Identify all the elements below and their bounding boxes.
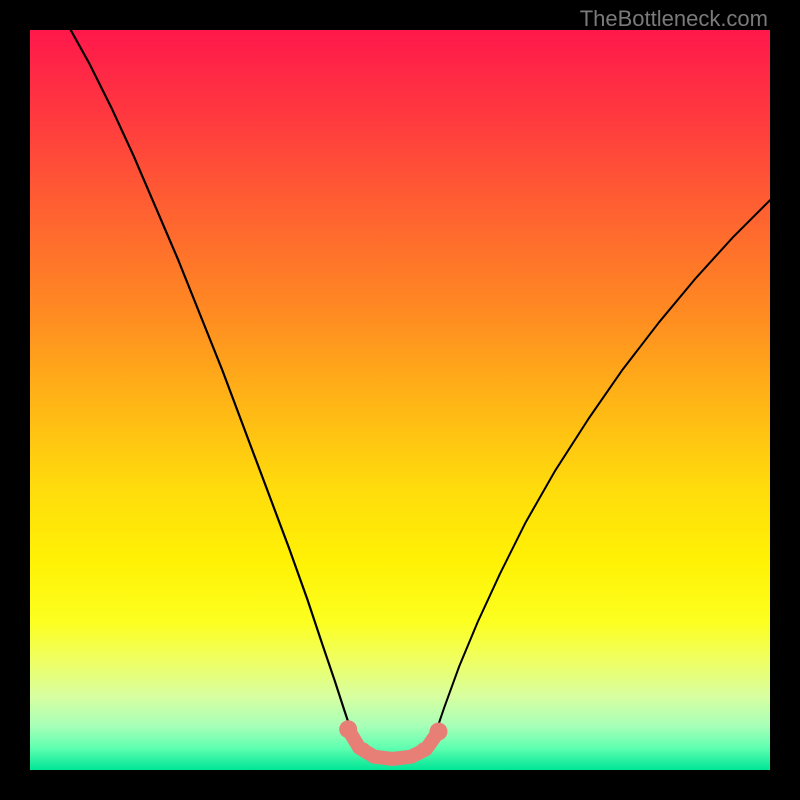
chart-svg — [0, 0, 800, 800]
curve-left_curve — [71, 30, 352, 733]
bottom-marker-endpoint-0 — [339, 720, 357, 738]
bottom-marker-dot-0 — [359, 743, 369, 753]
bottom-marker-dot-3 — [402, 750, 412, 760]
bottom-marker-dot-2 — [388, 753, 398, 763]
bottom-marker-endpoint-1 — [429, 723, 447, 741]
curve-right_curve — [436, 200, 770, 733]
bottom-marker-dot-1 — [373, 750, 383, 760]
bottom-marker-dot-4 — [417, 743, 427, 753]
chart-frame: TheBottleneck.com — [0, 0, 800, 800]
